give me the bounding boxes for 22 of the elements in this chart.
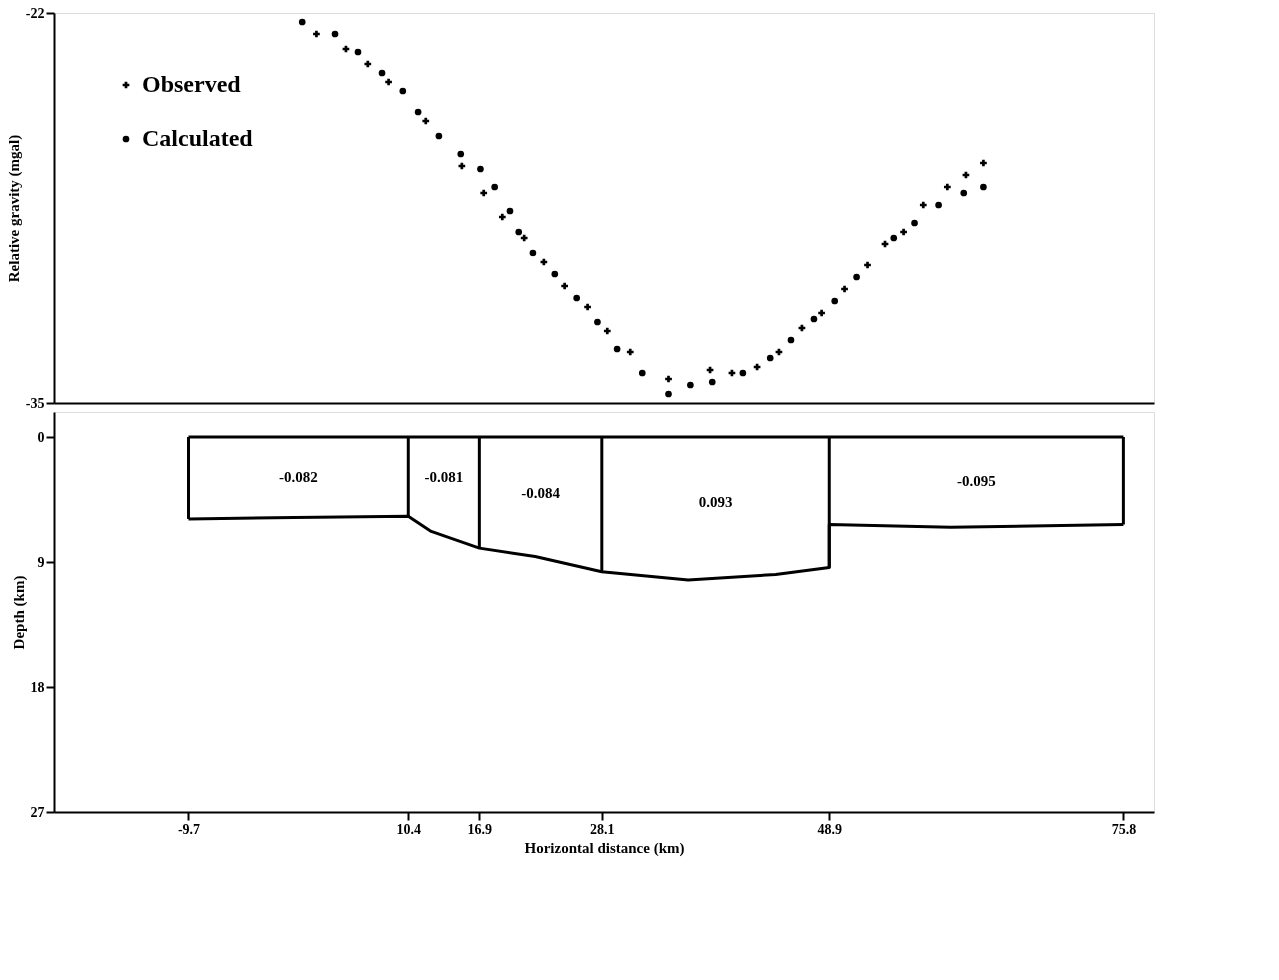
y-tick-label: 27 xyxy=(30,804,45,820)
x-tick-label: 10.4 xyxy=(396,821,422,837)
annotation: 0.093 xyxy=(698,494,733,511)
y-tick-label: 0 xyxy=(37,429,45,445)
x-tick-label: 75.8 xyxy=(1111,821,1137,837)
legend-label: Observed xyxy=(142,71,242,97)
annotation: -0.084 xyxy=(521,484,561,501)
y-tick-label: -22 xyxy=(25,5,45,21)
y-tick-label: 9 xyxy=(37,554,45,570)
x-tick-label: 16.9 xyxy=(467,821,493,837)
x-axis-title: Horizontal distance (km) xyxy=(524,839,685,857)
x-tick-label: -9.7 xyxy=(177,821,201,837)
y-tick-label: 18 xyxy=(30,679,45,695)
y-tick-label: -35 xyxy=(25,395,45,411)
legend-label: Calculated xyxy=(142,125,254,151)
annotation: -0.082 xyxy=(279,468,318,485)
annotation: -0.095 xyxy=(956,472,996,489)
y-axis-title: Depth (km) xyxy=(10,575,28,650)
x-tick-label: 28.1 xyxy=(590,821,615,837)
x-tick-label: 48.9 xyxy=(817,821,842,837)
annotation: -0.081 xyxy=(424,468,464,485)
y-axis-title: Relative gravity (mgal) xyxy=(5,134,23,283)
